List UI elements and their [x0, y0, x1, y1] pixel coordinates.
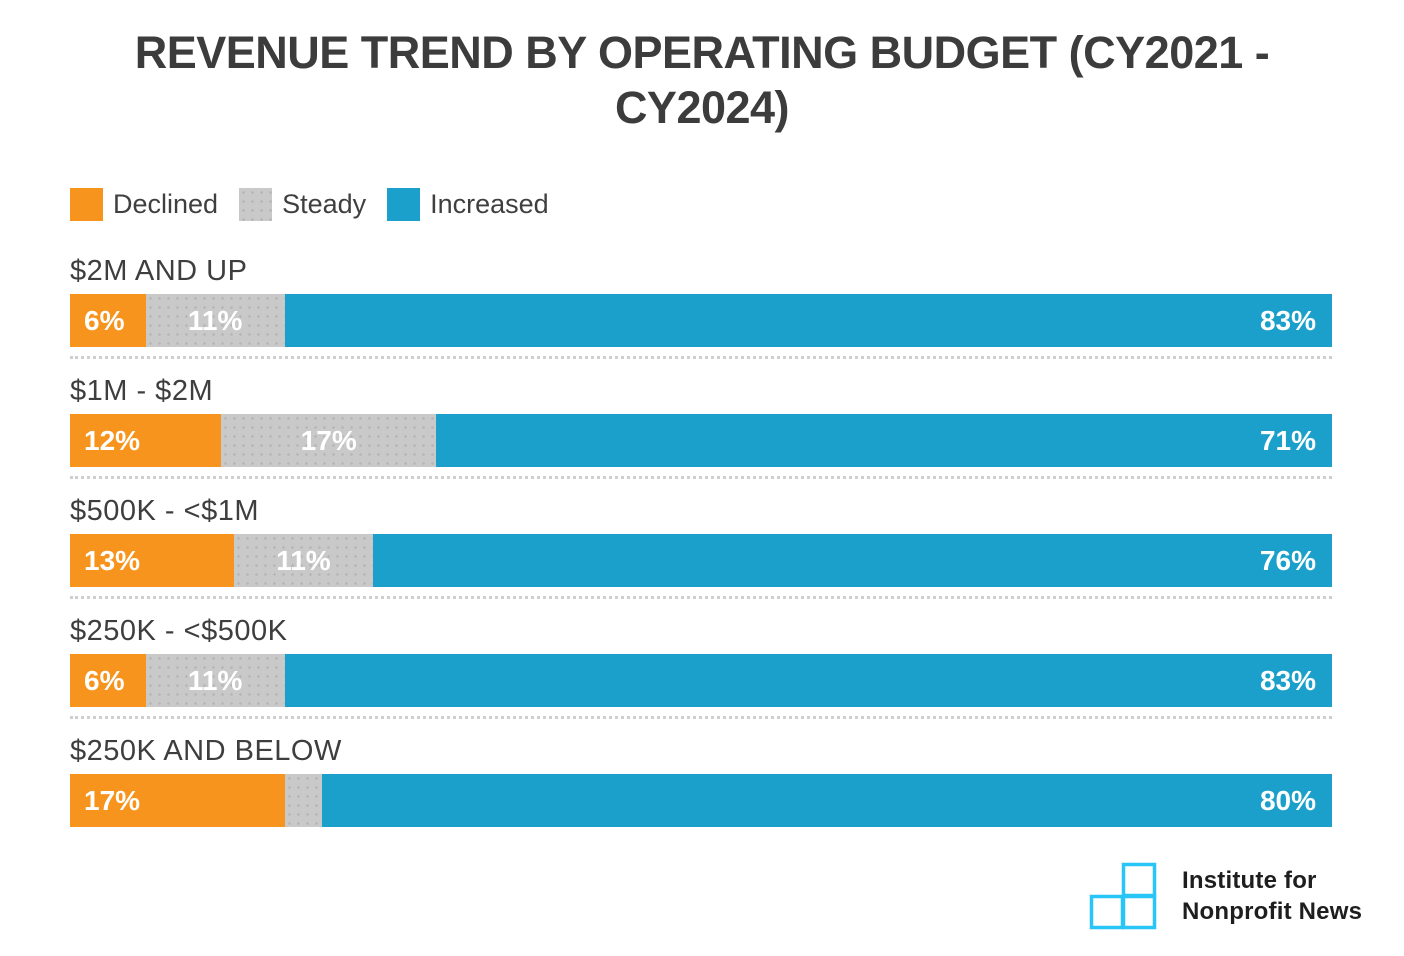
bar-row: $1M - $2M 12% 17% 71%: [70, 372, 1332, 492]
bar-segment-declined: 12%: [70, 414, 222, 467]
bar-segment-steady: [284, 774, 323, 827]
legend-label-declined: Declined: [113, 189, 219, 219]
bar-segment-declined: 6%: [70, 654, 146, 707]
category-label: $250K AND BELOW: [70, 735, 342, 767]
segment-value-label: 11%: [187, 304, 243, 336]
legend-swatch-steady: [239, 188, 273, 221]
bar-segment-declined: 17%: [70, 774, 285, 827]
chart: $2M AND UP 6% 11% 83% $1M - $2M 12% 17% 71% $500…: [70, 252, 1332, 852]
bar-segment-steady: 11%: [145, 294, 285, 347]
inn-logo-text-line1: Institute for: [1182, 866, 1317, 894]
segment-value-label: 17%: [84, 784, 141, 816]
stacked-bar: 6% 11% 83%: [70, 294, 1332, 347]
bar-segment-steady: 11%: [145, 654, 285, 707]
segment-value-label: 11%: [187, 664, 243, 696]
inn-logo-text: Institute for Nonprofit News: [1182, 865, 1362, 927]
bar-segment-increased: 71%: [435, 414, 1332, 467]
bar-segment-increased: 80%: [322, 774, 1332, 827]
legend-label-steady: Steady: [282, 189, 367, 219]
bar-segment-increased: 83%: [284, 294, 1332, 347]
inn-logo: Institute for Nonprofit News: [1089, 862, 1362, 930]
legend-swatch-increased: [387, 188, 421, 221]
legend-label-increased: Increased: [430, 189, 549, 219]
inn-logo-icon: [1089, 862, 1157, 930]
legend: Declined Steady Increased: [70, 188, 549, 221]
chart-title: REVENUE TREND BY OPERATING BUDGET (CY202…: [134, 27, 1270, 133]
segment-value-label: 13%: [84, 544, 141, 576]
stacked-bar: 13% 11% 76%: [70, 534, 1332, 587]
bar-row: $2M AND UP 6% 11% 83%: [70, 252, 1332, 372]
segment-value-label: 71%: [1259, 424, 1316, 456]
bar-segment-steady: 11%: [234, 534, 373, 587]
segment-value-label: 11%: [276, 544, 331, 576]
segment-value-label: 6%: [84, 304, 125, 336]
legend-item-declined: Declined: [70, 188, 218, 221]
bar-segment-increased: 83%: [284, 654, 1332, 707]
legend-item-increased: Increased: [387, 188, 549, 221]
segment-value-label: 76%: [1259, 544, 1316, 576]
category-label: $250K - <$500K: [70, 615, 288, 647]
bar-segment-declined: 6%: [70, 294, 146, 347]
segment-value-label: 83%: [1259, 664, 1316, 696]
legend-item-steady: Steady: [239, 188, 366, 221]
bar-row: $250K - <$500K 6% 11% 83%: [70, 612, 1332, 732]
legend-swatch-declined: [70, 188, 103, 221]
inn-logo-text-line2: Nonprofit News: [1182, 898, 1363, 925]
bar-row: $250K AND BELOW 17% 80%: [70, 732, 1332, 852]
bar-segment-steady: 17%: [221, 414, 436, 467]
bar-segment-declined: 13%: [70, 534, 235, 587]
category-label: $1M - $2M: [70, 375, 214, 407]
stacked-bar: 12% 17% 71%: [70, 414, 1332, 467]
category-label: $2M AND UP: [70, 255, 248, 287]
bar-row: $500K - <$1M 13% 11% 76%: [70, 492, 1332, 612]
bar-segment-increased: 76%: [372, 534, 1332, 587]
segment-value-label: 12%: [84, 424, 141, 456]
segment-value-label: 6%: [84, 664, 125, 696]
stacked-bar: 6% 11% 83%: [70, 654, 1332, 707]
stacked-bar: 17% 80%: [70, 774, 1332, 827]
category-label: $500K - <$1M: [70, 495, 259, 527]
segment-value-label: 83%: [1259, 304, 1316, 336]
segment-value-label: 80%: [1259, 784, 1316, 816]
segment-value-label: 17%: [300, 424, 357, 456]
